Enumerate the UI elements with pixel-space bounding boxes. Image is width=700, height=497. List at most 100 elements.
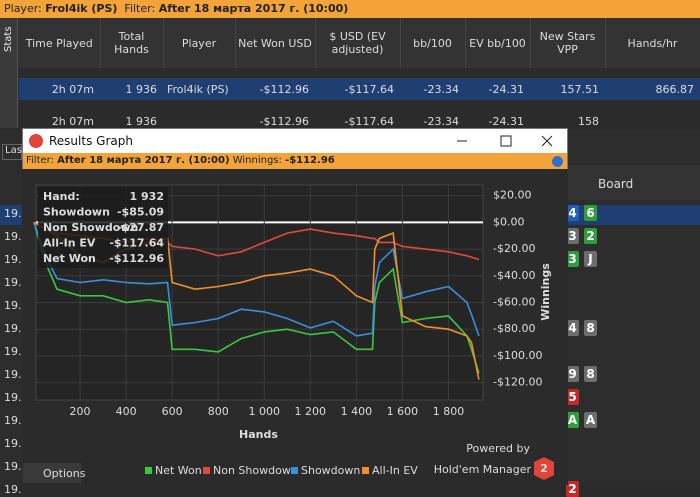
card: 2 xyxy=(584,228,597,244)
cell: -$117.64 xyxy=(344,114,394,128)
powered-by: Powered by xyxy=(466,442,530,455)
cell: -$117.64 xyxy=(315,78,400,100)
filter-bar: Player: Frol4ik (PS) Filter: After 18 ма… xyxy=(0,0,700,18)
x-tick-label: 800 xyxy=(208,405,229,418)
graph-filter-bar: Filter: After 18 марта 2017 г. (10:00) W… xyxy=(23,153,567,169)
row-label: 19. xyxy=(4,230,22,243)
cell: 866.87 xyxy=(605,78,700,100)
header[interactable]: bb/100 xyxy=(400,18,466,68)
tooltip-value: -$85.09 xyxy=(117,206,164,219)
options-button[interactable] xyxy=(23,463,81,483)
row-label: 19. xyxy=(4,299,22,312)
row-label: 19. xyxy=(4,345,22,358)
y-tick-label: -$40.00 xyxy=(493,269,535,282)
x-tick-label: 1 200 xyxy=(295,405,327,418)
legend-label: Non Showdown xyxy=(213,464,298,477)
stats-table: Time Played Total Hands Player Net Won U… xyxy=(19,18,700,132)
board-header[interactable]: Board xyxy=(568,165,700,200)
x-tick-label: 200 xyxy=(70,405,91,418)
card: 4 xyxy=(566,205,579,221)
card: 8 xyxy=(584,320,597,336)
cell: -23.34 xyxy=(423,114,459,128)
y-tick-label: -$120.00 xyxy=(493,376,542,389)
card: 4 xyxy=(566,320,579,336)
window-title: Results Graph xyxy=(49,134,133,148)
header[interactable]: Net Won USD xyxy=(235,18,316,68)
legend-label: All-In EV xyxy=(372,464,418,477)
filter: After 18 марта 2017 г. (10:00) xyxy=(158,2,349,15)
y-tick-label: -$100.00 xyxy=(493,349,542,362)
tooltip-value: 1 932 xyxy=(130,190,164,203)
row-label: 19. xyxy=(4,207,22,220)
card: 5 xyxy=(566,389,579,405)
legend-swatch xyxy=(291,467,298,474)
row-label: 19. xyxy=(4,437,22,450)
tab[interactable]: Las xyxy=(2,144,22,160)
cell: 2h 07m xyxy=(51,114,94,128)
card: 3 xyxy=(566,251,579,267)
cell: -$112.96 xyxy=(259,114,309,128)
winnings-label: Winnings: xyxy=(232,155,282,166)
x-axis-title: Hands xyxy=(239,428,278,441)
tooltip-label: Net Won xyxy=(43,252,96,265)
cell: -24.31 xyxy=(465,78,530,100)
header[interactable]: EV bb/100 xyxy=(465,18,531,68)
row-label: 19. xyxy=(4,414,22,427)
legend-swatch xyxy=(203,467,210,474)
brand: Hold'em Manager xyxy=(434,463,532,476)
row-label: 19. xyxy=(4,322,22,335)
x-tick-label: 600 xyxy=(162,405,183,418)
filter: After 18 марта 2017 г. (10:00) xyxy=(57,155,230,166)
x-tick-label: 1 400 xyxy=(341,405,373,418)
x-tick-label: 1 600 xyxy=(387,405,419,418)
cell: -$112.96 xyxy=(235,78,315,100)
stats-tab[interactable]: Stats xyxy=(0,18,18,128)
x-tick-label: 1 800 xyxy=(433,405,465,418)
tooltip-label: All-In EV xyxy=(43,237,96,250)
tooltip-label: Non Showdown xyxy=(43,221,138,234)
brand-logo xyxy=(534,457,554,480)
player-label: Player: xyxy=(4,2,42,15)
table-row[interactable]: 2h 07m 1 936 Frol4ik (PS) -$112.96 -$117… xyxy=(19,78,700,100)
tooltip-box xyxy=(38,187,168,268)
tooltip-value: -$117.64 xyxy=(109,237,164,250)
card: 9 xyxy=(566,366,579,382)
card: 3 xyxy=(566,228,579,244)
results-chart: $20.00 $0.00 -$20.00 -$40.00 -$60.00 -$80.00 -… xyxy=(23,184,554,483)
tooltip-label: Showdown xyxy=(43,206,110,219)
y-tick-label: -$80.00 xyxy=(493,322,535,335)
cell: 157.51 xyxy=(530,78,605,100)
cell: Frol4ik (PS) xyxy=(163,78,235,100)
header[interactable]: Player xyxy=(163,18,236,68)
card: J xyxy=(584,251,597,267)
tooltip-value: -$27.87 xyxy=(117,221,164,234)
title-bar: Results Graph xyxy=(23,129,567,153)
y-tick-label: -$20.00 xyxy=(493,242,535,255)
cell: -24.31 xyxy=(488,114,524,128)
window-controls[interactable] xyxy=(453,133,563,149)
header[interactable]: New Stars VPP xyxy=(530,18,606,68)
y-tick-label: $0.00 xyxy=(493,215,525,228)
tooltip-label: Hand: xyxy=(43,190,80,203)
filter-label: Filter: xyxy=(26,155,54,166)
filter-label: Filter: xyxy=(124,2,156,15)
header[interactable]: Hands/hr xyxy=(605,18,700,68)
series-line xyxy=(33,222,480,337)
brand-logo-text: 2 xyxy=(540,462,548,475)
row-label: 19. xyxy=(4,253,22,266)
cell: 2h 07m xyxy=(19,78,100,100)
card: 8 xyxy=(584,366,597,382)
help-icon[interactable] xyxy=(552,156,563,167)
table-row[interactable]: 2h 07m 1 936 -$112.96 -$117.64 -23.34 -2… xyxy=(19,110,700,132)
row-label: 19. xyxy=(4,460,22,473)
header[interactable]: Time Played xyxy=(19,18,101,68)
cell: 1 936 xyxy=(100,78,163,100)
tooltip: Hand: 1 932 Showdown -$85.09 Non Showdown-$2… xyxy=(38,187,168,268)
row-label: 19. xyxy=(4,391,22,404)
header[interactable]: $ USD (EV adjusted) xyxy=(315,18,401,68)
app-icon xyxy=(29,134,43,148)
winnings: -$112.96 xyxy=(285,155,335,166)
header[interactable]: Total Hands xyxy=(100,18,164,68)
legend-swatch xyxy=(362,467,369,474)
